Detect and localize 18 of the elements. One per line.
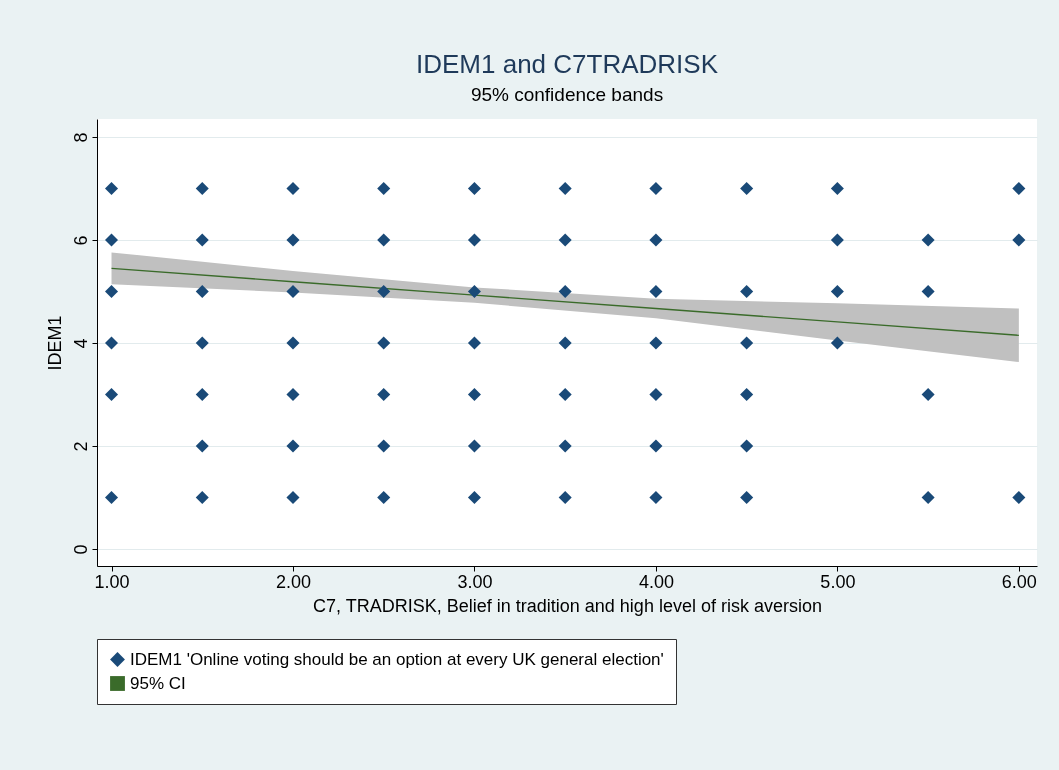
y-tick-label: 6 [70, 235, 91, 246]
y-axis-title: IDEM1 [44, 315, 65, 371]
x-tick-label: 1.00 [94, 571, 130, 592]
y-tick-label: 2 [70, 441, 91, 452]
chart-subtitle: 95% confidence bands [470, 84, 664, 105]
y-tick-label: 8 [70, 132, 91, 143]
y-tick-label: 0 [70, 544, 91, 555]
line-series [110, 267, 1020, 336]
legend-label: IDEM1 'Online voting should be an option at every UK general election' [130, 649, 664, 669]
x-tick-label: 3.00 [457, 571, 493, 592]
legend-label: 95% CI [130, 673, 186, 693]
chart-title: IDEM1 and C7TRADRISK [416, 49, 719, 79]
x-tick-label: 5.00 [820, 571, 856, 592]
x-tick-label: 6.00 [1001, 571, 1037, 592]
x-tick-label: 4.00 [638, 571, 674, 592]
x-axis-title: C7, TRADRISK, Belief in tradition and high level of risk aversion [313, 595, 822, 616]
x-tick-label: 2.00 [275, 571, 312, 592]
y-tick-label: 4 [70, 338, 91, 349]
